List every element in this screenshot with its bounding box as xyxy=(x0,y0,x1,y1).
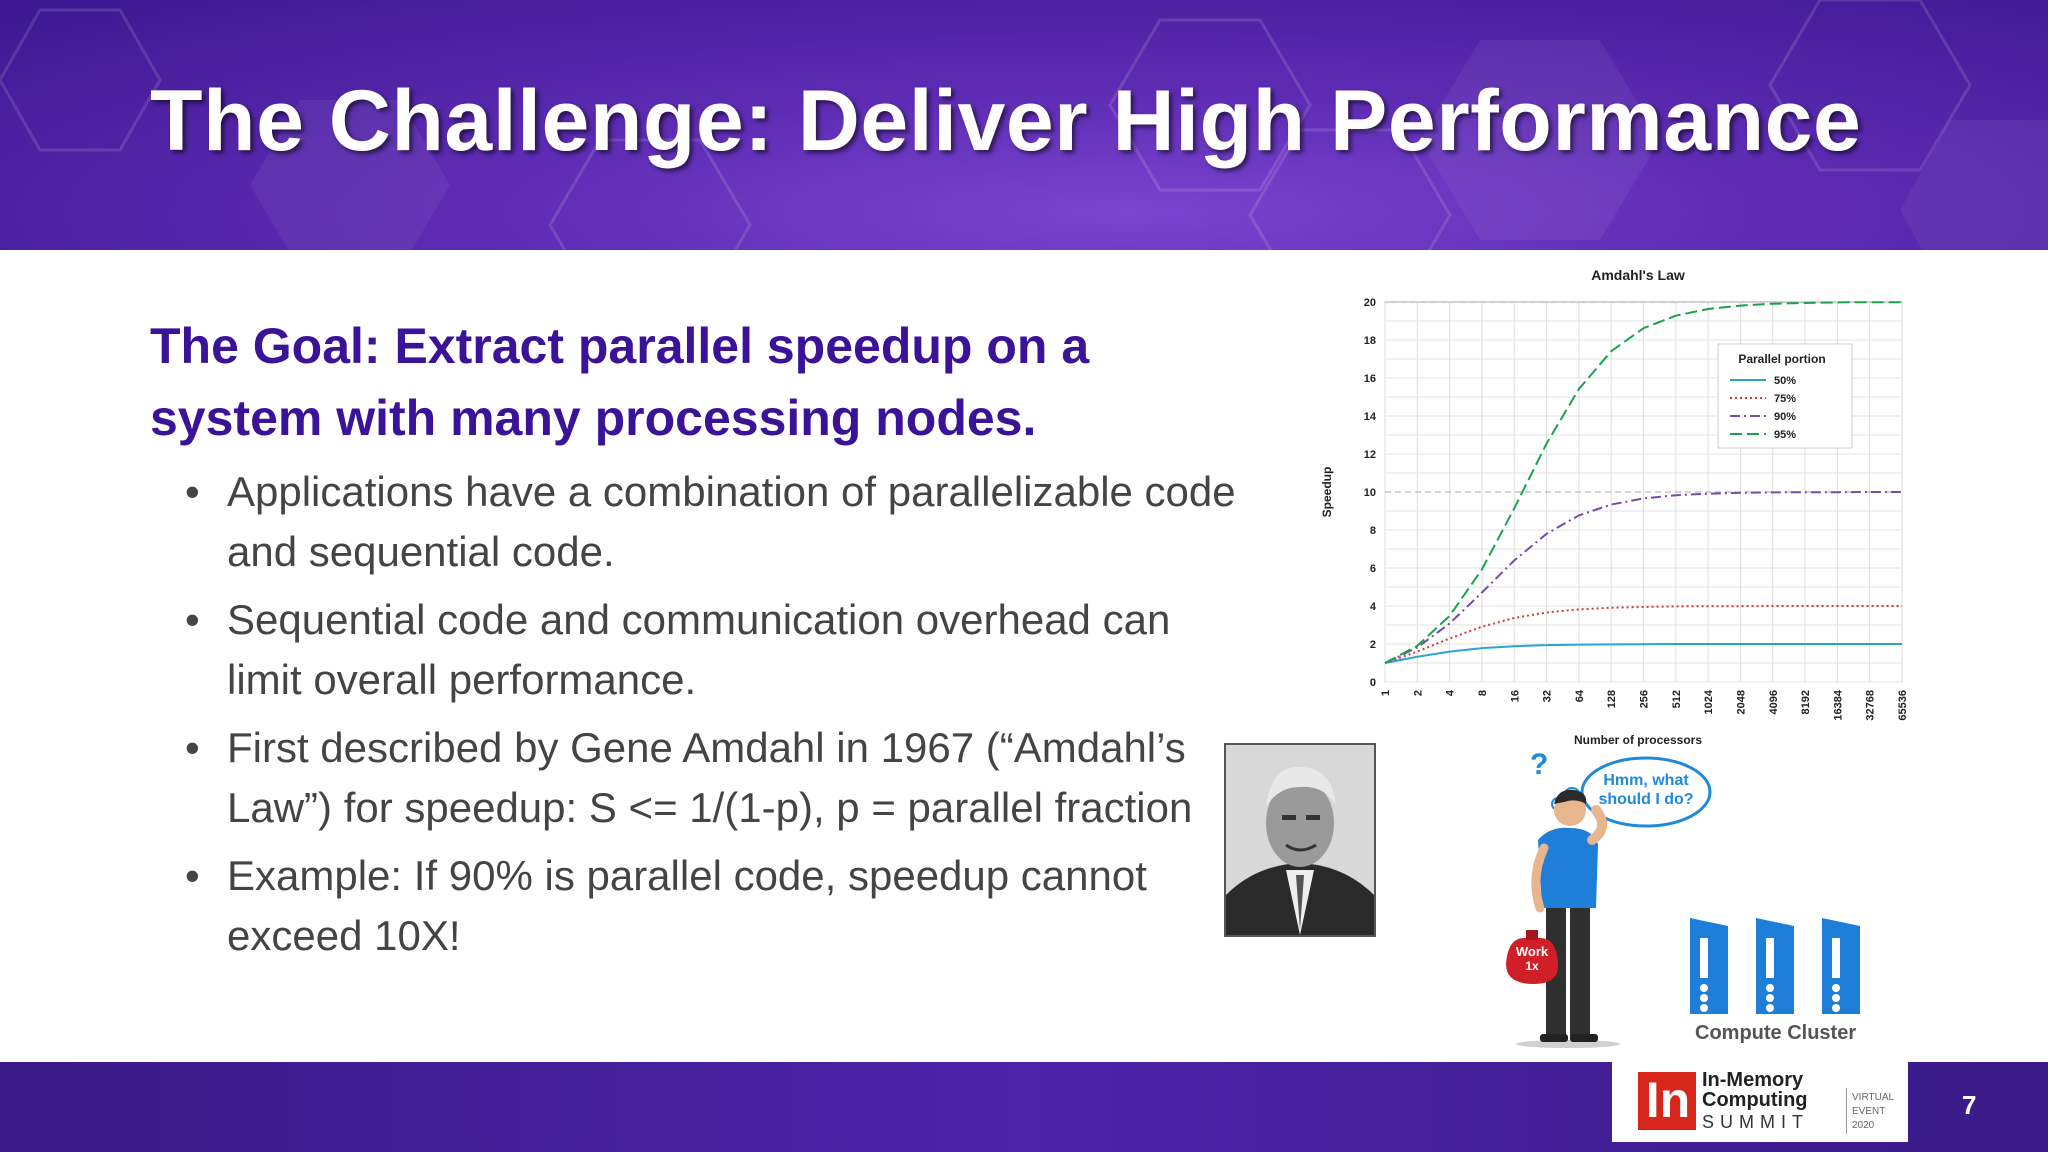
legend-label: 90% xyxy=(1774,411,1796,423)
bullet-item: • Example: If 90% is parallel code, speed… xyxy=(185,846,1207,966)
person-figure xyxy=(1516,789,1620,1048)
logo-mark xyxy=(1638,1072,1696,1130)
x-tick-label: 1 xyxy=(1380,690,1392,696)
portrait-photo xyxy=(1224,743,1376,937)
y-tick-label: 6 xyxy=(1370,563,1376,575)
logo-side1: VIRTUAL xyxy=(1852,1092,1895,1103)
x-tick-label: 32768 xyxy=(1865,690,1877,721)
slide-header: The Challenge: Deliver High Performance xyxy=(0,0,2048,250)
hexagon-pattern xyxy=(0,0,2048,250)
goal-heading: The Goal: Extract parallel speedup on a … xyxy=(150,318,1090,446)
x-tick-label: 1024 xyxy=(1703,689,1715,714)
series-line-50pct xyxy=(1384,643,1902,664)
logo-side2: EVENT xyxy=(1852,1106,1886,1117)
y-axis-ticks: 0 2 4 6 8 10 12 14 16 18 20 xyxy=(1364,297,1377,689)
y-tick-label: 4 xyxy=(1370,601,1377,613)
x-tick-label: 64 xyxy=(1574,689,1586,702)
chart-legend: Parallel portion 50% 75% 90% 95% xyxy=(1717,343,1853,449)
x-tick-label: 16 xyxy=(1509,690,1521,702)
x-tick-label: 2 xyxy=(1412,690,1424,696)
x-tick-label: 16384 xyxy=(1832,689,1844,720)
page-number: 7 xyxy=(1962,1090,1977,1120)
chart-series xyxy=(1384,301,1902,664)
legend-box xyxy=(1717,343,1853,449)
work-bag-icon xyxy=(1506,930,1559,984)
thought-line-1: Hmm, what xyxy=(1603,772,1689,789)
bullet-dot: • xyxy=(185,724,200,771)
bag-label-1x: 1x xyxy=(1525,959,1539,973)
compute-cluster-label: Compute Cluster xyxy=(1695,1022,1857,1044)
x-axis-ticks: 1 2 4 8 16 32 64 128 256 512 1024 2048 4096 8192 16384… xyxy=(1380,689,1909,720)
x-tick-label: 128 xyxy=(1606,690,1618,708)
bullet-list: • Applications have a combination of para… xyxy=(185,462,1265,974)
y-tick-label: 2 xyxy=(1370,639,1376,651)
y-tick-label: 20 xyxy=(1364,297,1376,309)
y-tick-label: 12 xyxy=(1364,449,1376,461)
summit-logo: In In-Memory Computing SUMMIT VIRTUAL EV… xyxy=(1612,1062,1908,1142)
logo-divider xyxy=(1846,1088,1847,1134)
y-axis-label: Speedup xyxy=(1320,467,1334,518)
bullet-text: Example: If 90% is parallel code, speedu… xyxy=(227,852,1147,959)
x-tick-label: 8 xyxy=(1477,690,1489,696)
x-tick-label: 512 xyxy=(1671,690,1683,708)
chart-title: Amdahl's Law xyxy=(1591,267,1685,283)
x-tick-label: 4096 xyxy=(1768,690,1780,714)
server-icon xyxy=(1690,918,1728,1014)
logo-line2: Computing xyxy=(1702,1089,1808,1111)
x-axis-label: Number of processors xyxy=(1574,733,1702,747)
question-mark: ? xyxy=(1530,748,1548,781)
x-tick-label: 4 xyxy=(1445,689,1457,696)
y-tick-label: 0 xyxy=(1370,677,1376,689)
y-tick-label: 14 xyxy=(1364,411,1377,423)
series-line-95pct xyxy=(1384,301,1902,664)
thought-line-2: should I do? xyxy=(1598,791,1693,808)
server-icon xyxy=(1822,918,1860,1014)
bullet-text: First described by Gene Amdahl in 1967 (… xyxy=(227,724,1193,831)
bullet-item: • First described by Gene Amdahl in 1967 … xyxy=(185,718,1247,838)
y-tick-label: 18 xyxy=(1364,335,1376,347)
legend-label: 50% xyxy=(1774,375,1796,387)
bullet-item: • Sequential code and communication overh… xyxy=(185,590,1207,710)
slide-title: The Challenge: Deliver High Performance xyxy=(150,73,1862,169)
logo-side3: 2020 xyxy=(1852,1120,1875,1131)
logo-line3: SUMMIT xyxy=(1702,1112,1809,1132)
legend-title: Parallel portion xyxy=(1738,352,1825,366)
bullet-text: Sequential code and communication overhe… xyxy=(227,596,1171,703)
server-icon xyxy=(1756,918,1794,1014)
x-tick-label: 32 xyxy=(1542,690,1554,702)
legend-label: 75% xyxy=(1774,393,1796,405)
bullet-dot: • xyxy=(185,852,200,899)
logo-mark-text: In xyxy=(1645,1072,1691,1128)
bag-label-work: Work xyxy=(1516,944,1549,959)
bullet-item: • Applications have a combination of para… xyxy=(185,462,1265,582)
x-tick-label: 65536 xyxy=(1897,690,1909,721)
x-tick-label: 8192 xyxy=(1800,690,1812,714)
series-line-75pct xyxy=(1384,605,1902,664)
bullet-dot: • xyxy=(185,468,200,515)
y-tick-label: 16 xyxy=(1364,373,1376,385)
logo-line1: In-Memory xyxy=(1702,1069,1804,1091)
x-tick-label: 2048 xyxy=(1735,690,1747,714)
bullet-text: Applications have a combination of paral… xyxy=(227,468,1236,575)
y-tick-label: 10 xyxy=(1364,487,1376,499)
legend-label: 95% xyxy=(1774,429,1796,441)
thought-bubble xyxy=(1580,756,1712,828)
bullet-dot: • xyxy=(185,596,200,643)
series-line-90pct xyxy=(1384,491,1902,664)
thinking-person-illustration: ? Hmm, what should I do? Work 1x xyxy=(1506,748,1860,1048)
y-tick-label: 8 xyxy=(1370,525,1376,537)
x-tick-label: 256 xyxy=(1639,690,1651,708)
